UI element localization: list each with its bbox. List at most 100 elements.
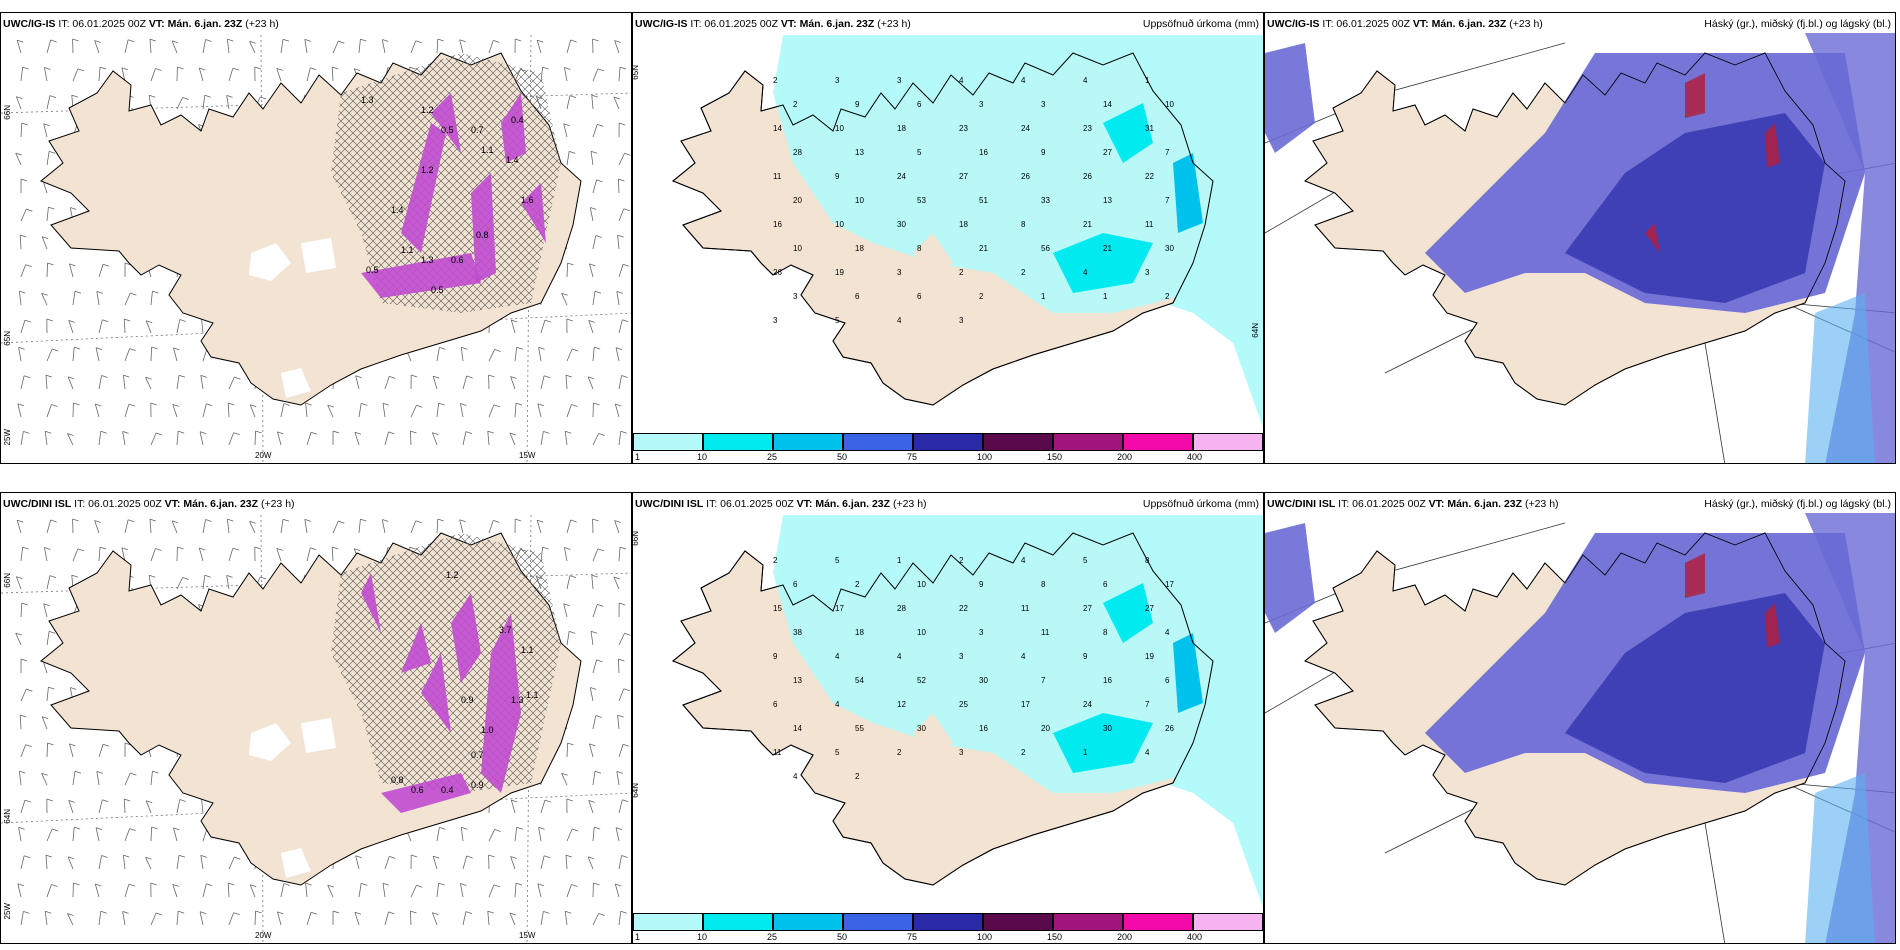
wind-barb — [16, 519, 24, 534]
wind-barb — [355, 375, 362, 390]
wind-barb — [589, 207, 597, 222]
wind-barb — [19, 714, 27, 730]
wind-barb — [460, 883, 467, 898]
icing-streak — [421, 653, 451, 733]
wind-barb — [17, 403, 24, 418]
precip-value-label: 4 — [1145, 748, 1150, 757]
colorbar-label: 50 — [837, 932, 848, 942]
precip-value-label: 20 — [1041, 724, 1050, 733]
wind-barb — [176, 799, 186, 814]
icing-value-label: 0.7 — [471, 750, 484, 760]
lead-time: (+23 h) — [1524, 498, 1559, 510]
precip-value-label: 6 — [793, 580, 798, 589]
wind-barb — [249, 884, 257, 898]
map-title: Háský (gr.), miðský (fj.bl.) og lágský (… — [1704, 498, 1891, 510]
wind-barb — [254, 66, 261, 82]
wind-barb — [44, 67, 51, 82]
wind-barb — [66, 433, 74, 446]
wind-barb — [94, 520, 101, 534]
vt-label: VT: — [796, 498, 813, 510]
wind-barb — [46, 742, 54, 758]
colorbar-label: 400 — [1187, 452, 1203, 462]
precip-zone-mid — [1053, 713, 1153, 773]
cloud-cell — [1645, 223, 1660, 253]
dry-area — [913, 233, 953, 283]
wind-barb — [20, 178, 28, 193]
wind-barb — [145, 800, 153, 814]
wind-barb — [43, 603, 50, 618]
wind-barb — [410, 520, 422, 534]
wind-barb — [150, 290, 159, 306]
wind-barb — [410, 910, 417, 926]
wind-barb — [176, 430, 185, 446]
precip-zone-mid — [1103, 103, 1153, 163]
precip-value-label: 18 — [855, 628, 864, 637]
wind-barb — [354, 431, 362, 446]
wind-barb — [95, 347, 103, 362]
colorbar-label: 10 — [697, 452, 708, 462]
icing-value-label: 0.9 — [461, 695, 474, 705]
icing-streak — [501, 93, 526, 163]
model-name: UWC/IG-IS — [3, 18, 56, 30]
wind-barb — [16, 576, 23, 590]
wind-barb — [46, 686, 55, 702]
wind-barb — [149, 38, 157, 54]
wind-barb — [72, 518, 79, 534]
precip-value-label: 8 — [917, 244, 922, 253]
precip-value-label: 3 — [773, 316, 778, 325]
wind-barb — [432, 912, 439, 926]
wind-barb — [41, 236, 49, 250]
wind-barb — [590, 630, 598, 646]
wind-barb — [16, 96, 23, 110]
precip-value-label: 2 — [855, 772, 860, 781]
wind-barb — [436, 38, 444, 54]
wind-barb — [150, 548, 162, 562]
wind-barb — [18, 347, 25, 362]
wind-barb — [41, 716, 49, 730]
precip-value-label: 10 — [835, 220, 844, 229]
colorbar-label: 1 — [635, 452, 641, 462]
precip-value-label: 10 — [855, 196, 864, 205]
wind-barb — [20, 319, 32, 334]
wind-barb — [176, 374, 186, 390]
precip-value-label: 5 — [835, 556, 840, 565]
wind-barb — [591, 94, 598, 110]
precip-value-label: 16 — [773, 220, 782, 229]
precip-value-label: 11 — [1145, 220, 1154, 229]
wind-barb — [226, 575, 233, 590]
icing-value-label: 1.2 — [446, 570, 459, 580]
wind-barb — [613, 96, 620, 110]
wind-barb — [510, 376, 517, 390]
wind-barb — [327, 884, 334, 898]
precip-value-label: 2 — [1021, 748, 1026, 757]
wind-barb — [198, 547, 206, 562]
wind-barb — [306, 911, 318, 926]
precip-value-label: 13 — [793, 676, 802, 685]
precip-value-label: 27 — [1083, 604, 1092, 613]
precip-value-label: 8 — [1021, 220, 1026, 229]
wind-barb — [616, 770, 623, 786]
wind-barb — [20, 602, 28, 618]
wind-barb — [20, 431, 30, 446]
colorbar-label: 100 — [977, 932, 993, 942]
wind-barb — [17, 883, 24, 898]
wind-barb — [410, 854, 418, 870]
lat-label: 66N — [3, 105, 12, 120]
icing-value-label: 1.2 — [421, 165, 434, 175]
wind-barb — [45, 374, 53, 390]
cloud-cell — [1685, 553, 1705, 598]
wind-barb — [145, 320, 153, 334]
wind-barb — [124, 348, 136, 362]
wind-barb — [540, 319, 552, 334]
wind-barb — [460, 346, 468, 362]
precip-value-label: 24 — [1021, 124, 1030, 133]
precip-value-label: 2 — [773, 556, 778, 565]
wind-barb — [566, 630, 576, 646]
wind-barb — [72, 38, 79, 54]
icing-value-label: 1.1 — [526, 690, 539, 700]
colorbar-swatch — [983, 913, 1053, 931]
wind-barb — [488, 374, 495, 390]
wind-barb — [514, 518, 522, 534]
precip-value-label: 18 — [897, 124, 906, 133]
precip-value-label: 25 — [959, 700, 968, 709]
